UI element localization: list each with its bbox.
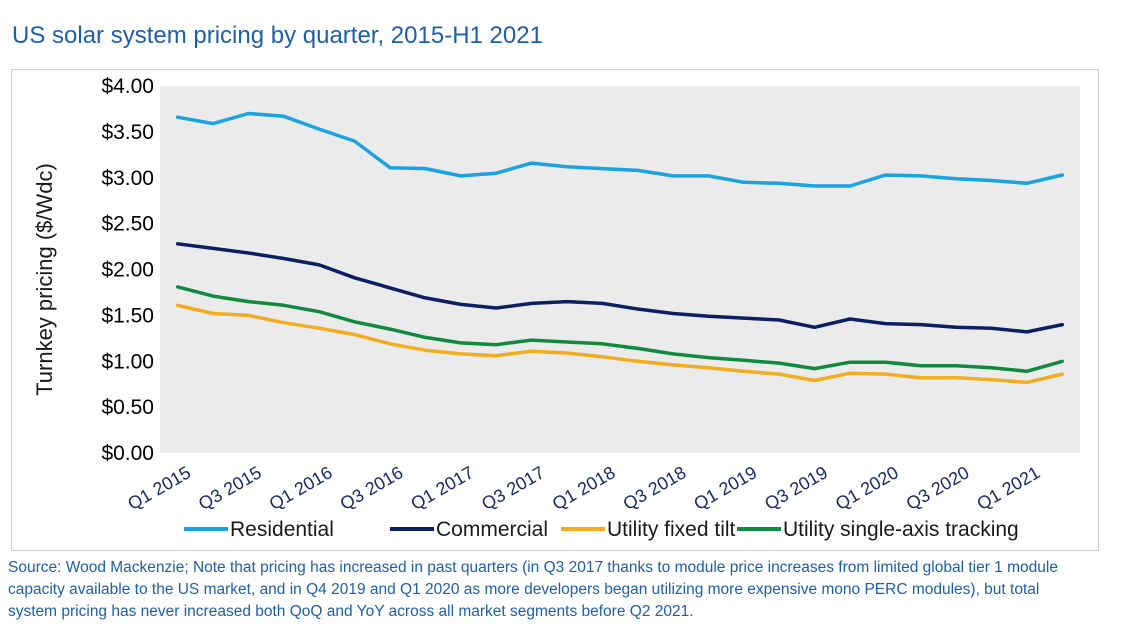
legend: Residential Commercial Utility fixed tilt U… (184, 518, 1019, 541)
y-tick-label: $3.00 (101, 167, 154, 190)
y-axis-title: Turnkey pricing ($/Wdc) (32, 163, 57, 396)
y-tick-label: $2.50 (101, 213, 154, 236)
x-tick-label: Q3 2018 (620, 462, 690, 514)
x-tick-label: Q3 2016 (337, 462, 407, 514)
x-tick-label: Q1 2021 (974, 462, 1044, 514)
series-line-utility-fixed-tilt (175, 303, 1065, 385)
legend-label-commercial: Commercial (436, 518, 548, 541)
x-tick-label: Q1 2015 (124, 462, 194, 514)
y-tick-label: $1.00 (101, 350, 154, 373)
source-note: Source: Wood Mackenzie; Note that pricin… (8, 559, 1058, 620)
chart-svg: $0.00 $0.50 $1.00 $1.50 $2.00 $2.50 $3.00 $3.50… (32, 75, 1080, 541)
y-axis-ticks: $0.00 $0.50 $1.00 $1.50 $2.00 $2.50 $3.00 $3.50… (101, 75, 154, 465)
y-tick-label: $2.00 (101, 259, 154, 282)
x-tick-label: Q1 2017 (407, 462, 477, 514)
x-tick-label: Q3 2020 (903, 462, 973, 514)
series-line-utility-single-axis-tracking (175, 285, 1065, 374)
series-lines (175, 111, 1065, 385)
x-tick-label: Q3 2019 (761, 462, 831, 514)
x-tick-label: Q1 2018 (549, 462, 619, 514)
y-tick-label: $1.50 (101, 304, 154, 327)
y-tick-label: $0.00 (101, 442, 154, 465)
x-tick-label: Q1 2019 (690, 462, 760, 514)
x-tick-label: Q3 2017 (478, 462, 548, 514)
x-tick-label: Q1 2020 (832, 462, 902, 514)
legend-label-utility-single-axis-tracking: Utility single-axis tracking (783, 518, 1019, 541)
chart-frame: $0.00 $0.50 $1.00 $1.50 $2.00 $2.50 $3.00 $3.50… (11, 69, 1099, 551)
x-tick-label: Q3 2015 (195, 462, 265, 514)
series-line-residential (175, 111, 1065, 188)
y-tick-label: $0.50 (101, 396, 154, 419)
legend-label-utility-fixed-tilt: Utility fixed tilt (607, 518, 736, 541)
chart-title: US solar system pricing by quarter, 2015… (12, 22, 543, 49)
x-tick-label: Q1 2016 (266, 462, 336, 514)
series-line-commercial (175, 242, 1065, 334)
plot-area (160, 86, 1080, 453)
y-tick-label: $3.50 (101, 121, 154, 144)
x-axis-ticks: Q1 2015 Q3 2015 Q1 2016 Q3 2016 Q1 2017 Q3 20… (124, 462, 1043, 514)
legend-label-residential: Residential (230, 518, 334, 541)
y-tick-label: $4.00 (101, 75, 154, 98)
